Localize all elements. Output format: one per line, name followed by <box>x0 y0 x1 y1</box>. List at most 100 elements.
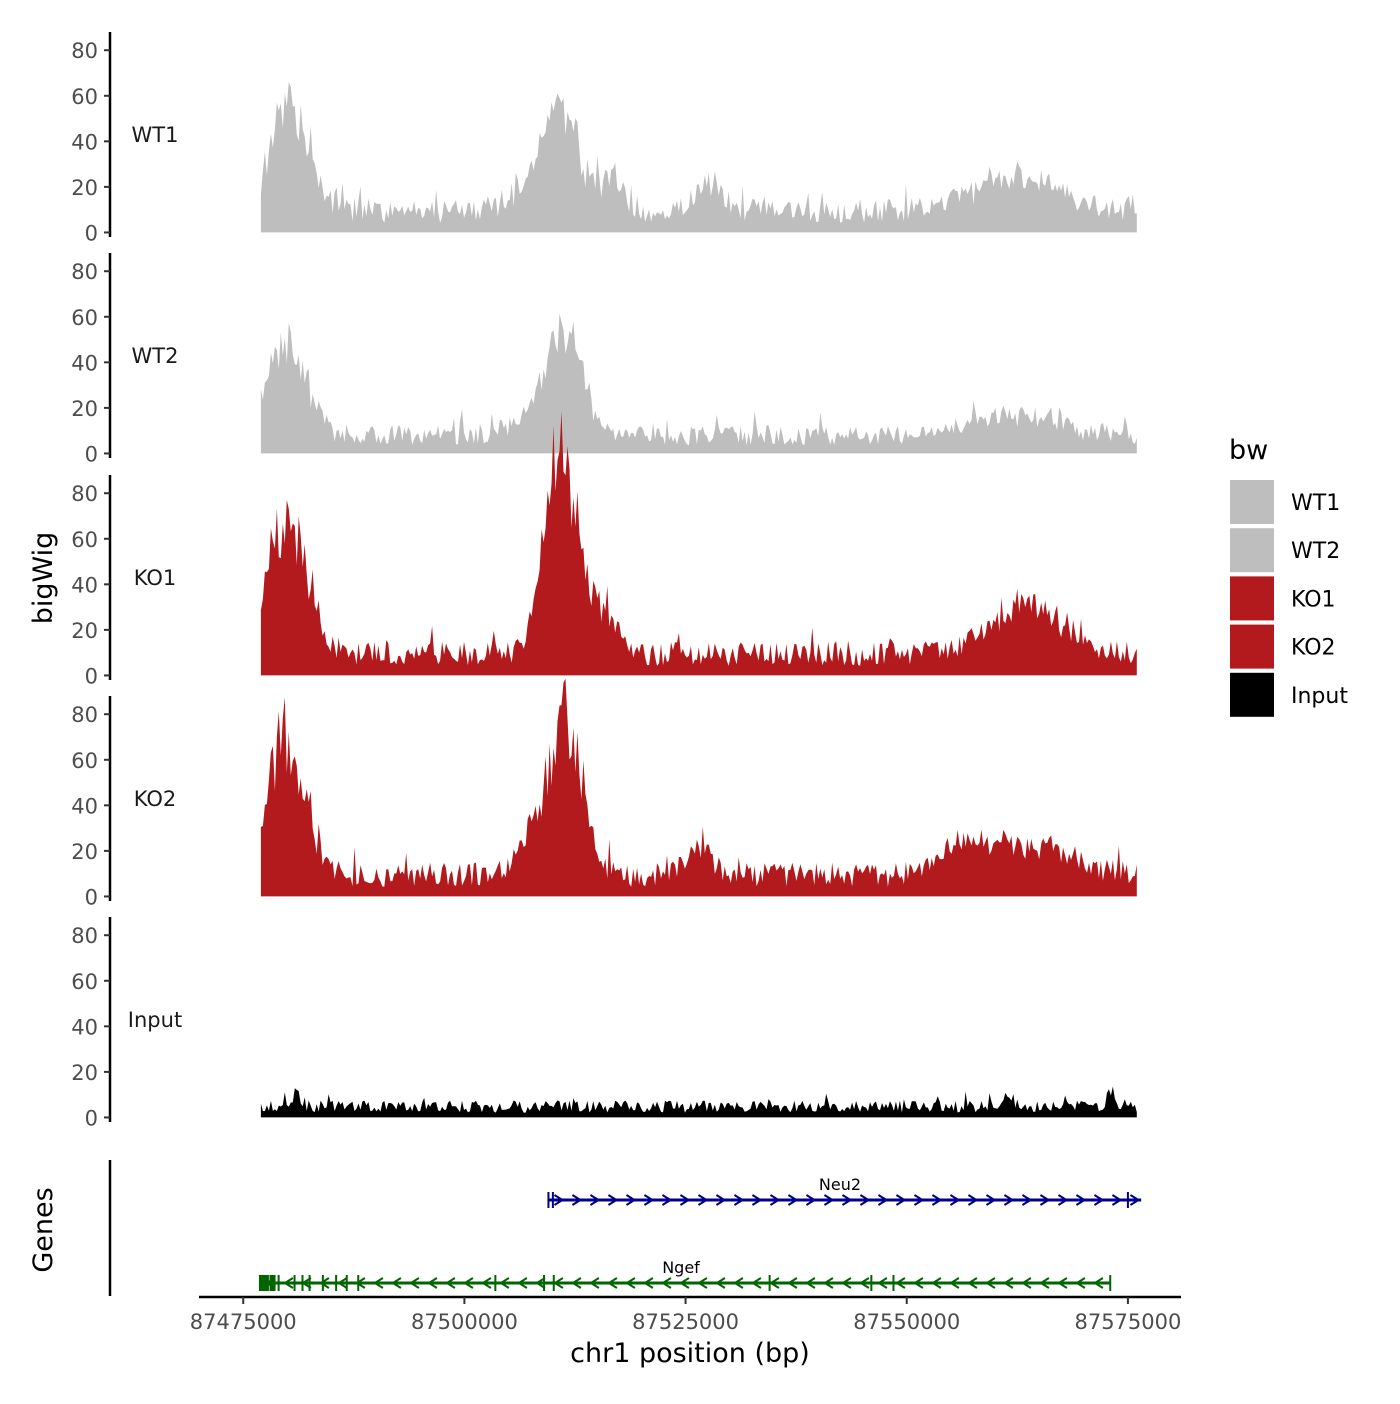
strand-arrow <box>715 1277 726 1289</box>
strand-arrow <box>913 1194 925 1206</box>
strand-arrow <box>643 1194 655 1206</box>
strand-arrow <box>733 1277 744 1289</box>
y-tick-label: 80 <box>71 924 98 948</box>
track-ko1: 0 20 40 60 80 KO1 <box>71 411 1137 688</box>
strand-arrow <box>697 1277 708 1289</box>
strand-arrow <box>553 1194 565 1206</box>
strand-arrow <box>841 1194 853 1206</box>
track-label: WT2 <box>132 344 179 368</box>
strand-arrow <box>985 1194 997 1206</box>
strand-arrow <box>1111 1194 1123 1206</box>
strand-arrow <box>391 1277 402 1289</box>
strand-arrow <box>1075 1194 1087 1206</box>
x-tick-label: 87525000 <box>632 1310 739 1334</box>
strand-arrow <box>751 1194 763 1206</box>
x-axis: 87475000 87500000 87525000 87550000 87575000 <box>190 1295 1181 1334</box>
y-tick-label: 0 <box>85 442 98 466</box>
y-tick-label: 40 <box>71 573 98 597</box>
track-label: KO2 <box>134 787 177 811</box>
legend-label: WT2 <box>1291 539 1340 564</box>
strand-arrow <box>427 1277 438 1289</box>
legend-label: KO1 <box>1291 587 1336 612</box>
x-tick-label: 87575000 <box>1074 1310 1181 1334</box>
strand-arrow <box>517 1277 528 1289</box>
strand-arrow <box>985 1277 996 1289</box>
y-axis-title: bigWig <box>28 532 59 625</box>
strand-arrow <box>499 1277 510 1289</box>
strand-arrow <box>553 1277 564 1289</box>
strand-arrow <box>571 1277 582 1289</box>
legend-swatch <box>1230 576 1274 621</box>
y-tick-label: 0 <box>85 664 98 688</box>
strand-arrow <box>589 1194 601 1206</box>
strand-arrow <box>535 1277 546 1289</box>
x-tick-label: 87475000 <box>190 1310 297 1334</box>
strand-arrow <box>823 1277 834 1289</box>
track-label: Input <box>128 1008 182 1032</box>
strand-arrow <box>625 1194 637 1206</box>
y-tick-label: 60 <box>71 970 98 994</box>
strand-arrow <box>445 1277 456 1289</box>
strand-arrow <box>967 1194 979 1206</box>
y-tick-label: 80 <box>71 39 98 63</box>
gene-label: Ngef <box>662 1258 700 1277</box>
x-axis-title: chr1 position (bp) <box>570 1338 810 1369</box>
y-tick-label: 40 <box>71 351 98 375</box>
coverage-area <box>260 81 1137 233</box>
strand-arrow <box>751 1277 762 1289</box>
y-tick-label: 20 <box>71 619 98 643</box>
legend-swatch <box>1230 480 1274 524</box>
strand-arrow <box>733 1194 745 1206</box>
strand-arrow <box>931 1194 943 1206</box>
track-wt1: 0 20 40 60 80 WT1 <box>71 32 1137 245</box>
strand-arrow <box>949 1277 960 1289</box>
strand-arrow <box>931 1277 942 1289</box>
legend-entry-wt1: WT1 <box>1230 480 1340 524</box>
strand-arrow <box>1003 1277 1014 1289</box>
strand-arrow <box>877 1194 889 1206</box>
genes-layer: Neu2 Ngef <box>108 1160 1142 1296</box>
tracks-layer: 0 20 40 60 80 WT1 0 20 40 60 80 WT2 0 20 40 60 80 KO1 0 20 4… <box>71 32 1137 1130</box>
strand-arrow <box>571 1194 583 1206</box>
strand-arrow <box>769 1194 781 1206</box>
x-tick-label: 87550000 <box>853 1310 960 1334</box>
strand-arrow <box>463 1277 474 1289</box>
legend-title: bw <box>1229 435 1268 466</box>
strand-arrow <box>1021 1194 1033 1206</box>
y-tick-label: 20 <box>71 397 98 421</box>
strand-arrow <box>643 1277 654 1289</box>
y-tick-label: 80 <box>71 482 98 506</box>
strand-arrow <box>895 1277 906 1289</box>
strand-arrow <box>1039 1277 1050 1289</box>
strand-arrow <box>1057 1194 1069 1206</box>
track-ko2: 0 20 40 60 80 KO2 <box>71 678 1137 909</box>
legend-swatch <box>1230 672 1274 717</box>
strand-arrow <box>283 1277 294 1289</box>
strand-arrow <box>787 1277 798 1289</box>
y-tick-label: 0 <box>85 221 98 245</box>
strand-arrow <box>769 1277 780 1289</box>
strand-arrow <box>787 1194 799 1206</box>
strand-arrow <box>355 1277 366 1289</box>
strand-arrow <box>679 1277 690 1289</box>
y-tick-label: 20 <box>71 1061 98 1085</box>
strand-arrow <box>625 1277 636 1289</box>
genes-axis-title: Genes <box>28 1187 59 1272</box>
strand-arrow <box>1075 1277 1086 1289</box>
gene-label: Neu2 <box>819 1175 861 1194</box>
coverage-area <box>260 678 1137 897</box>
strand-arrow <box>1039 1194 1051 1206</box>
y-tick-label: 60 <box>71 306 98 330</box>
legend-entry-ko1: KO1 <box>1230 576 1336 621</box>
legend-entry-wt2: WT2 <box>1230 528 1340 573</box>
strand-arrow <box>1093 1277 1104 1289</box>
legend-entries: WT1 WT2 KO1 KO2 Input <box>1230 480 1348 717</box>
legend-swatch <box>1230 624 1274 669</box>
y-tick-label: 60 <box>71 749 98 773</box>
track-input: 0 20 40 60 80 Input <box>71 917 1137 1130</box>
gene-neu2: Neu2 <box>547 1175 1142 1208</box>
strand-arrow <box>607 1277 618 1289</box>
gene-ngef: Ngef <box>258 1258 1112 1291</box>
y-tick-label: 60 <box>71 85 98 109</box>
